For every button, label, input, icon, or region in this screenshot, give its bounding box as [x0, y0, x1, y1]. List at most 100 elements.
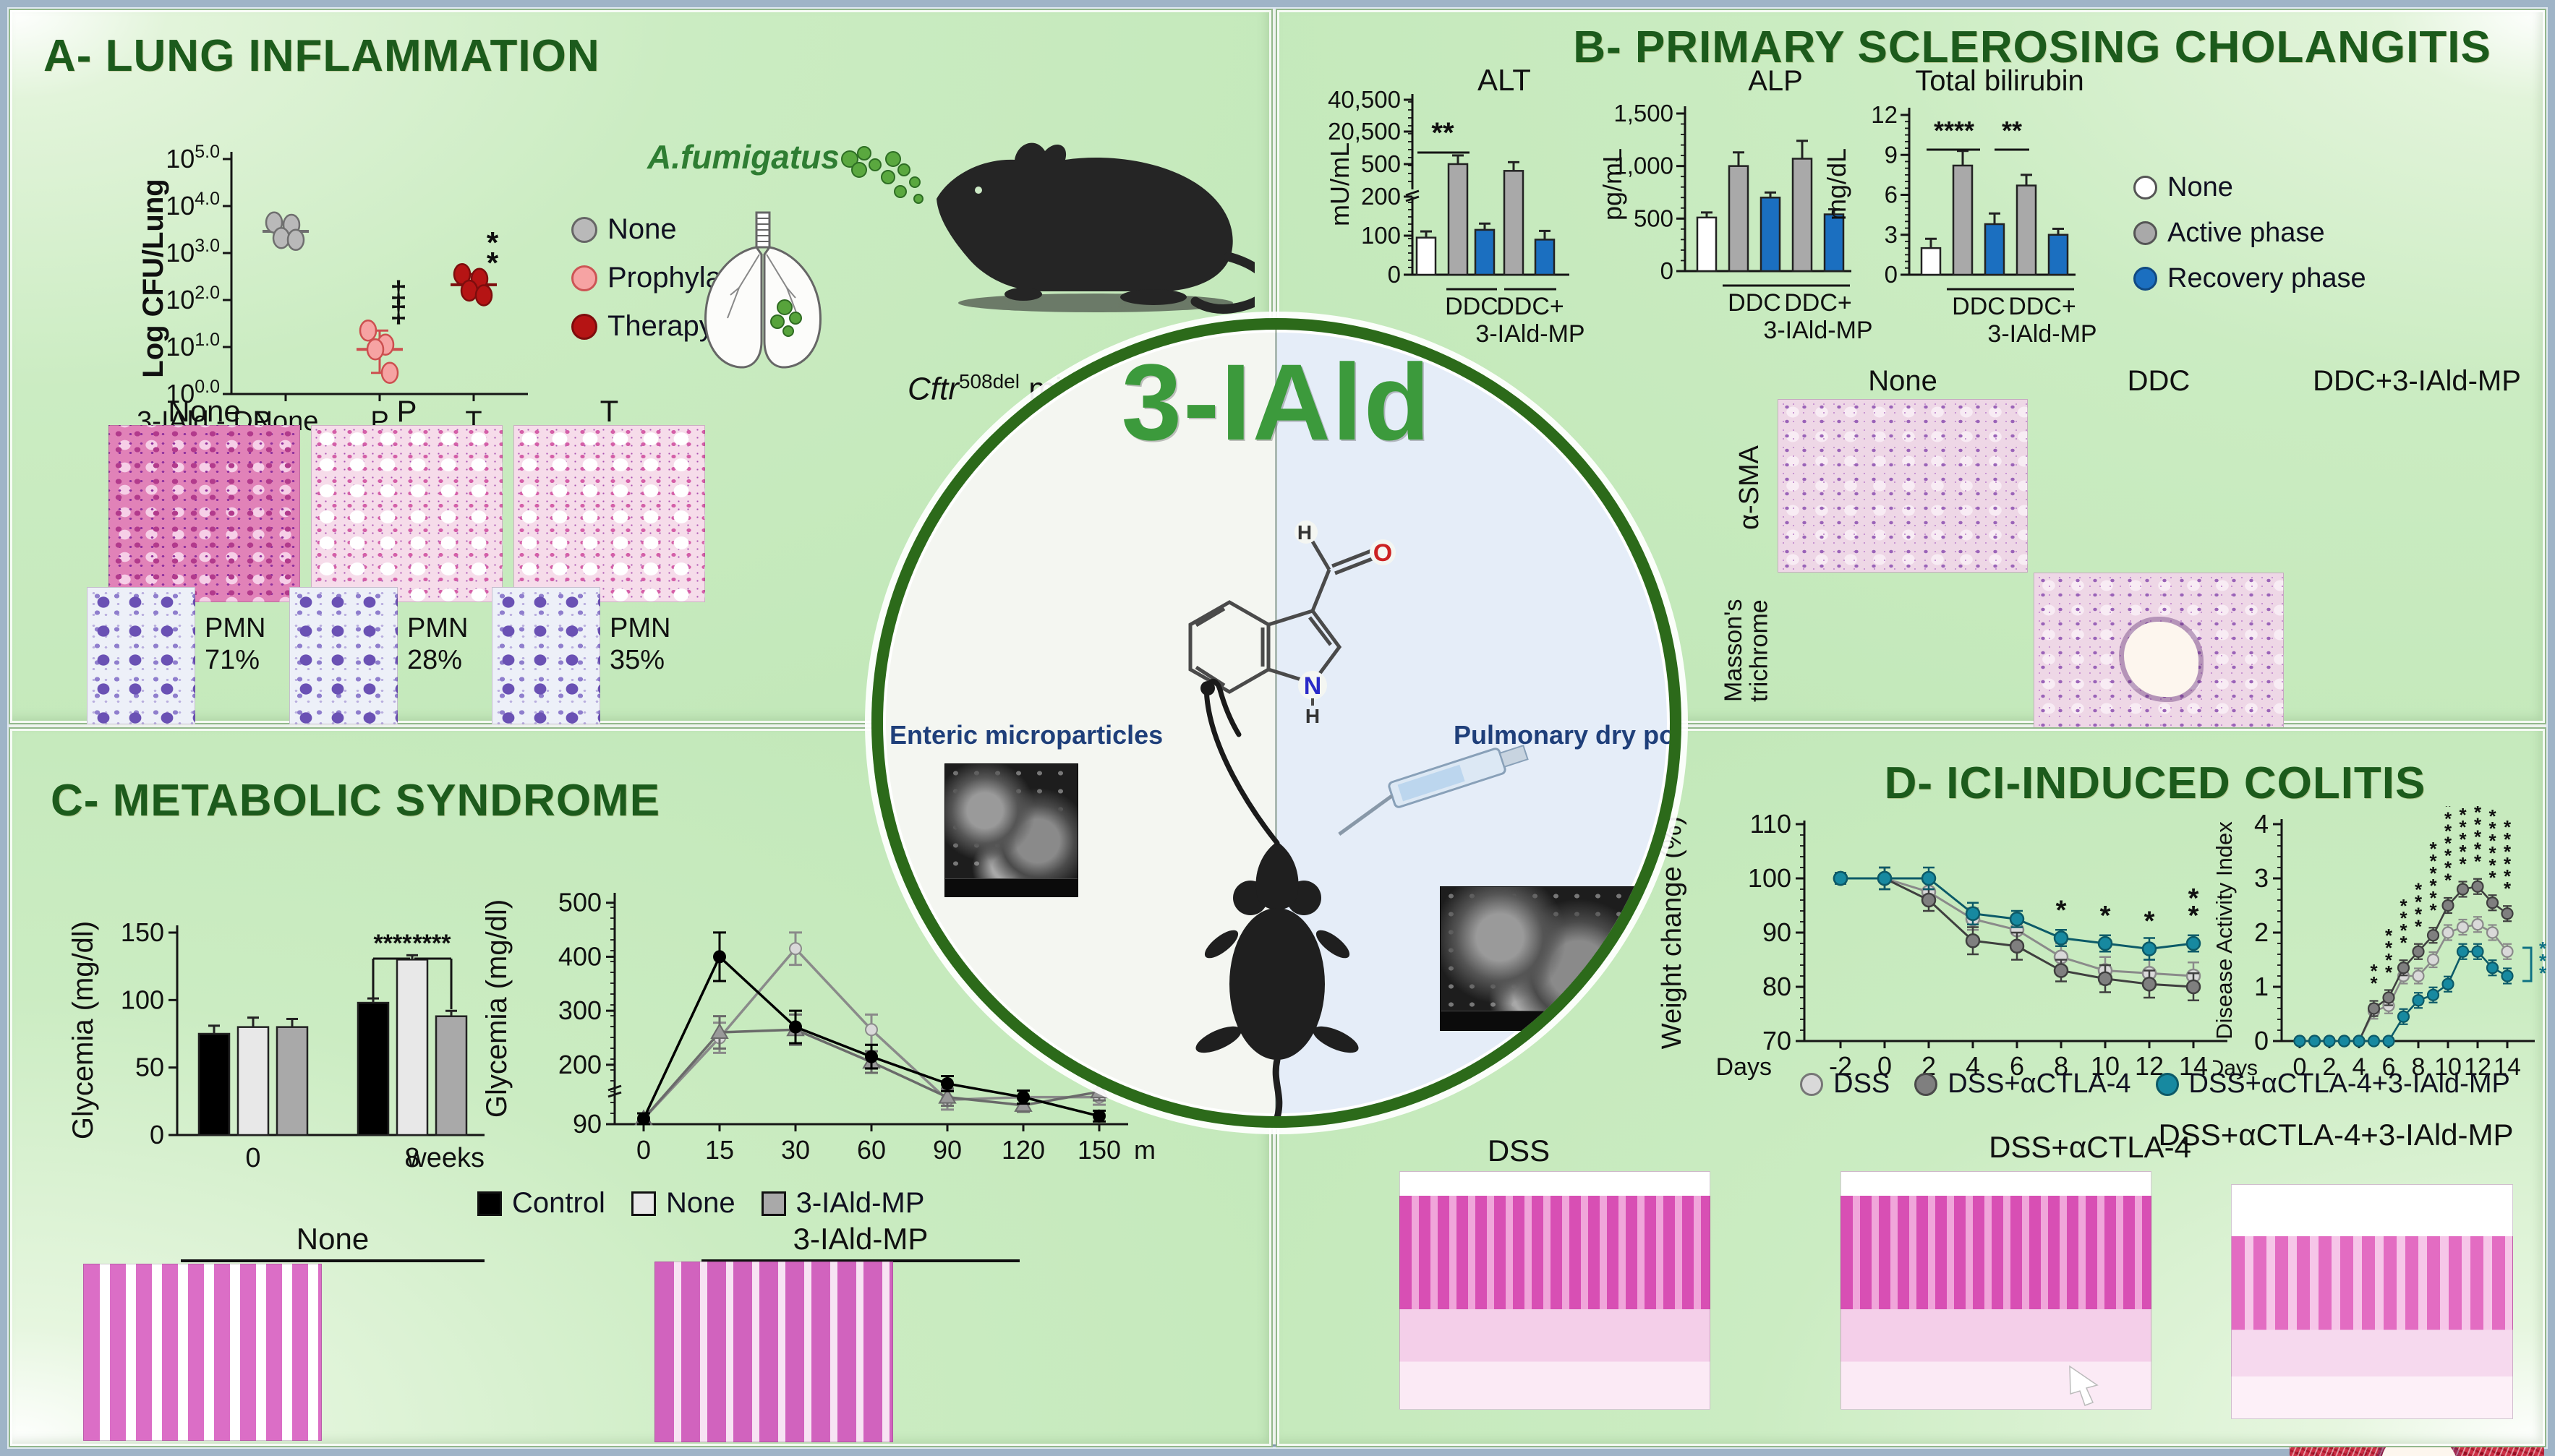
svg-text:*: *	[2444, 833, 2452, 855]
svg-text:90: 90	[933, 1135, 962, 1165]
panel-d-legend: DSS DSS+αCTLA-4 DSS+αCTLA-4+3-IAld-MP	[1757, 1069, 2553, 1100]
svg-text:*: *	[2429, 899, 2437, 921]
weight-change-chart: 70 80 90 100 110 Weight change (%) -2 0 2 4 6 8 10 12…	[1656, 806, 2249, 1121]
svg-text:*: *	[2488, 855, 2496, 876]
svg-text:**: **	[1431, 117, 1454, 149]
svg-text:14: 14	[2494, 1053, 2521, 1081]
svg-text:*: *	[487, 226, 499, 260]
ogtt-line-chart: 90 200 300 400 500 Glycemia (mg/dl) 0 15 30 60 90 1…	[463, 795, 1176, 1204]
svg-text:*: *	[2429, 887, 2437, 909]
svg-text:30: 30	[781, 1135, 810, 1165]
svg-text:*: *	[2444, 870, 2452, 891]
svg-text:6: 6	[1885, 181, 1898, 208]
legend-therapy-marker	[571, 313, 597, 340]
gut-he-image-3iald-mp	[654, 1262, 893, 1442]
svg-text:10: 10	[2434, 1053, 2462, 1081]
svg-text:103.0: 103.0	[166, 236, 220, 267]
svg-text:*: *	[2459, 853, 2467, 875]
svg-text:Total bilirubin: Total bilirubin	[1915, 65, 2083, 97]
gut-histology-label-3iald-mp: 3-IAld-MP	[701, 1222, 1020, 1262]
legend-active-phase-marker	[2133, 221, 2157, 245]
svg-text:10: 10	[2091, 1051, 2120, 1081]
svg-text:80: 80	[1762, 972, 1791, 1001]
svg-text:*: *	[2474, 806, 2482, 823]
svg-text:DDC: DDC	[1728, 289, 1781, 317]
colon-he-image-dss-actla4	[1840, 1171, 2151, 1410]
panel-d-title: D- ICI-INDUCED COLITIS	[1884, 758, 2426, 808]
svg-text:*: *	[2370, 960, 2378, 982]
legend-therapy-label: Therapy	[607, 310, 714, 342]
alp-chart: 0 500 1,000 1,500 ALP pg/mL DDC DDC+ 3-IAld-MP	[1598, 61, 1888, 412]
svg-text:12: 12	[1871, 101, 1898, 128]
liver-col-label-ddc-3iald-mp: DDC+3-IAld-MP	[2313, 365, 2521, 397]
panel-a-title: A- LUNG INFLAMMATION	[43, 31, 600, 81]
lung-histology-label-none: None	[168, 394, 241, 428]
svg-text:200: 200	[1361, 183, 1401, 210]
svg-text:*: *	[2415, 903, 2423, 925]
svg-text:*: *	[2400, 932, 2407, 954]
svg-text:****: ****	[374, 930, 413, 957]
svg-text:1: 1	[2254, 972, 2269, 1001]
legend-dss-label: DSS	[1833, 1069, 1890, 1099]
svg-text:500: 500	[558, 888, 602, 917]
svg-text:100: 100	[1361, 222, 1401, 249]
legend-none-phase-label: None	[2167, 172, 2233, 202]
colon-label-dss: DSS	[1487, 1134, 1551, 1168]
svg-text:Days: Days	[1716, 1053, 1772, 1081]
svg-text:*: *	[2444, 857, 2452, 879]
central-circle: 3-IAld N H O H Enter	[871, 318, 1681, 1128]
panel-c-legend: Control None 3-IAld-MP	[477, 1187, 924, 1220]
svg-text:12: 12	[2464, 1053, 2491, 1081]
svg-text:400: 400	[558, 941, 602, 971]
svg-text:*: *	[2400, 895, 2407, 917]
svg-text:*: *	[487, 246, 499, 280]
svg-text:3: 3	[1885, 221, 1898, 248]
svg-text:200: 200	[558, 1050, 602, 1079]
svg-text:8: 8	[2054, 1051, 2068, 1081]
colon-he-image-dss	[1399, 1171, 1710, 1410]
svg-text:*: *	[2459, 806, 2467, 826]
svg-text:*: *	[2429, 875, 2437, 896]
svg-text:*: *	[2504, 853, 2512, 875]
svg-text:15: 15	[705, 1135, 734, 1165]
legend-none-phase-marker	[2133, 176, 2157, 200]
legend-recovery-phase-marker	[2133, 267, 2157, 291]
colon-he-image-dss-actla4-3iald	[2231, 1184, 2513, 1419]
svg-text:‡: ‡	[390, 275, 406, 309]
pathogen-label: A.fumigatus	[647, 138, 840, 176]
legend-prophylaxis-marker	[571, 265, 597, 291]
legend-none-diet-marker	[631, 1191, 656, 1216]
svg-text:2: 2	[2254, 917, 2269, 947]
enteric-microparticles-label: Enteric microparticles	[890, 720, 1164, 750]
svg-text:*: *	[2474, 826, 2482, 847]
pmn-count-none: PMN 71%	[205, 613, 266, 675]
svg-text:DDC: DDC	[1445, 293, 1498, 320]
svg-text:0: 0	[2293, 1053, 2307, 1081]
svg-text:0: 0	[636, 1135, 651, 1165]
pmn-count-p: PMN 28%	[407, 613, 469, 675]
svg-text:*: *	[2415, 891, 2423, 912]
liver-col-label-ddc: DDC	[2127, 365, 2191, 397]
spores-icon	[832, 137, 933, 228]
svg-text:60: 60	[857, 1135, 886, 1165]
rat-silhouette-icon	[915, 98, 1274, 318]
lungs-icon	[687, 210, 839, 387]
pmn-count-t: PMN 35%	[610, 613, 671, 675]
svg-text:*: *	[2444, 845, 2452, 867]
svg-text:Log CFU/Lung: Log CFU/Lung	[137, 179, 169, 377]
svg-text:*: *	[2056, 896, 2067, 926]
svg-text:*: *	[2429, 862, 2437, 884]
svg-text:*: *	[2188, 883, 2199, 914]
svg-text:0: 0	[150, 1120, 164, 1149]
lung-histology-label-t: T	[600, 394, 619, 428]
svg-text:*: *	[2100, 901, 2111, 931]
panel-c-title: C- METABOLIC SYNDROME	[51, 776, 661, 826]
asma-image-none	[1778, 399, 2028, 573]
svg-text:300: 300	[558, 995, 602, 1025]
svg-text:500: 500	[1634, 205, 1673, 231]
legend-control-marker	[477, 1191, 502, 1216]
svg-text:8: 8	[404, 1143, 419, 1173]
svg-text:120: 120	[1002, 1135, 1045, 1165]
svg-text:0: 0	[1885, 261, 1898, 288]
svg-text:*: *	[2474, 813, 2482, 835]
